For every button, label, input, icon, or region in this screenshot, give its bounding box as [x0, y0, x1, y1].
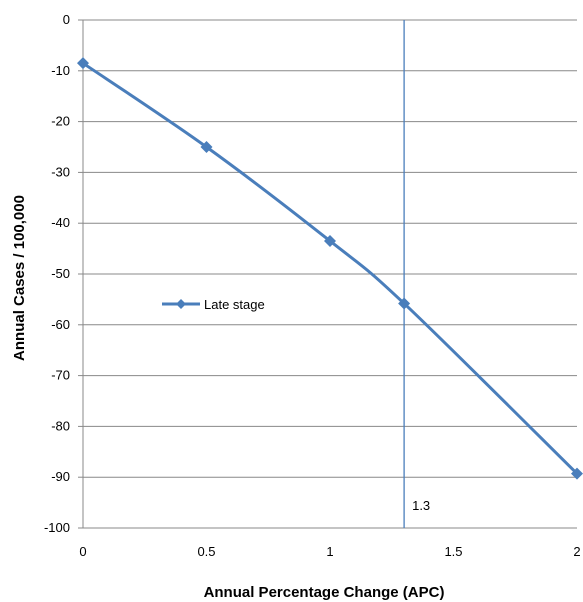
- reference-line-group: 1.3: [403, 20, 430, 528]
- x-tick-label: 1: [326, 544, 333, 559]
- y-tick-label: -10: [51, 63, 70, 78]
- y-tick-label: -40: [51, 215, 70, 230]
- y-tick-label: -70: [51, 368, 70, 383]
- data-point-marker: [571, 467, 583, 480]
- y-tick-label: -50: [51, 266, 70, 281]
- legend: Late stage: [162, 297, 265, 312]
- x-tick-label: 0.5: [197, 544, 215, 559]
- y-tick-label: -90: [51, 469, 70, 484]
- series-line: [82, 61, 579, 475]
- data-point-marker: [200, 141, 213, 153]
- axes: [78, 19, 84, 529]
- y-axis-title: Annual Cases / 100,000: [11, 195, 28, 361]
- reference-line-label: 1.3: [412, 498, 430, 513]
- series-group: [77, 57, 583, 480]
- legend-swatch-marker: [176, 299, 186, 309]
- y-tick-label: 0: [63, 12, 70, 27]
- y-tick-label: -100: [44, 520, 70, 535]
- data-point-marker: [77, 57, 89, 70]
- grid-lines: [83, 19, 577, 529]
- data-point-marker: [324, 234, 336, 247]
- x-tick-labels: 0 0.5 1 1.5 2: [79, 544, 580, 559]
- x-tick-label: 0: [79, 544, 86, 559]
- y-tick-label: -60: [51, 317, 70, 332]
- y-tick-labels: 0 -10 -20 -30 -40 -50 -60 -70 -80 -90 -100: [44, 12, 70, 535]
- data-point-marker: [398, 297, 411, 310]
- y-tick-label: -30: [51, 164, 70, 179]
- x-axis-title: Annual Percentage Change (APC): [204, 584, 445, 601]
- x-tick-label: 2: [573, 544, 580, 559]
- legend-label: Late stage: [204, 297, 265, 312]
- x-tick-label: 1.5: [444, 544, 462, 559]
- y-tick-label: -20: [51, 114, 70, 129]
- y-tick-label: -80: [51, 418, 70, 433]
